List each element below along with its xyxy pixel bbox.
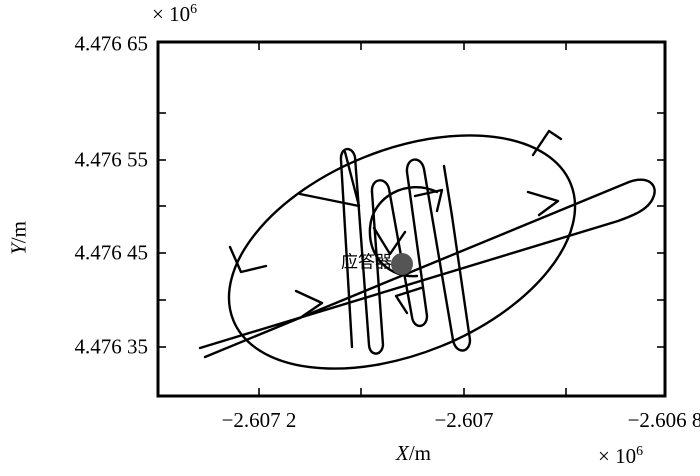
x-tick-label-1: −2.607 <box>434 408 494 432</box>
y-tick-label-3: 4.476 35 <box>74 334 149 359</box>
arrow-ellipse-bottom <box>294 289 324 320</box>
ellipse-survey-path <box>227 134 577 370</box>
x-axis-ticks <box>258 388 567 396</box>
arrow-diagonal-lower <box>394 286 423 315</box>
y-axis-exponent-label: × 106 <box>152 1 198 26</box>
lawnmower-leg-3 <box>405 158 472 352</box>
arrow-diagonal-upper <box>526 190 560 217</box>
direction-arrows <box>228 129 563 320</box>
x-axis-title: X/m <box>396 443 431 464</box>
y-axis-ticks-right <box>657 112 665 348</box>
trajectory-group <box>198 134 656 370</box>
lawnmower-exit-connector <box>442 164 454 218</box>
arrow-lawnmower-descend <box>372 226 407 256</box>
y-exponent-mantissa: × 10 <box>152 2 191 26</box>
x-axis-title-unit: /m <box>408 441 431 465</box>
x-tick-label-0: −2.607 2 <box>221 408 297 432</box>
y-exponent-power: 6 <box>190 1 198 16</box>
arrow-ellipse-top-right <box>531 129 563 157</box>
lawnmower-entry-connector <box>298 150 361 208</box>
lawnmower-leg-2 <box>370 170 429 328</box>
x-exponent-mantissa: × 10 <box>598 444 637 468</box>
transponder-marker <box>391 253 413 275</box>
y-tick-label-2: 4.476 45 <box>74 240 149 265</box>
x-axis-title-symbol: X <box>396 441 409 465</box>
x-axis-ticks-top <box>258 42 567 50</box>
x-exponent-power: 6 <box>636 443 644 458</box>
y-tick-label-1: 4.476 55 <box>74 147 149 172</box>
inner-guide-arc <box>368 186 439 278</box>
y-axis-ticks <box>158 112 166 348</box>
x-axis-exponent-label: × 106 <box>598 443 644 468</box>
lawnmower-leg-1 <box>339 147 385 355</box>
x-tick-label-2: −2.606 8 <box>627 408 700 432</box>
diagonal-straight-pass <box>198 178 656 359</box>
transponder-label: 应答器 <box>341 252 392 273</box>
arrow-inner-arc <box>413 188 444 213</box>
arrow-ellipse-left <box>228 245 268 274</box>
y-tick-label-0: 4.476 65 <box>74 31 149 56</box>
axes-frame <box>156 40 667 398</box>
